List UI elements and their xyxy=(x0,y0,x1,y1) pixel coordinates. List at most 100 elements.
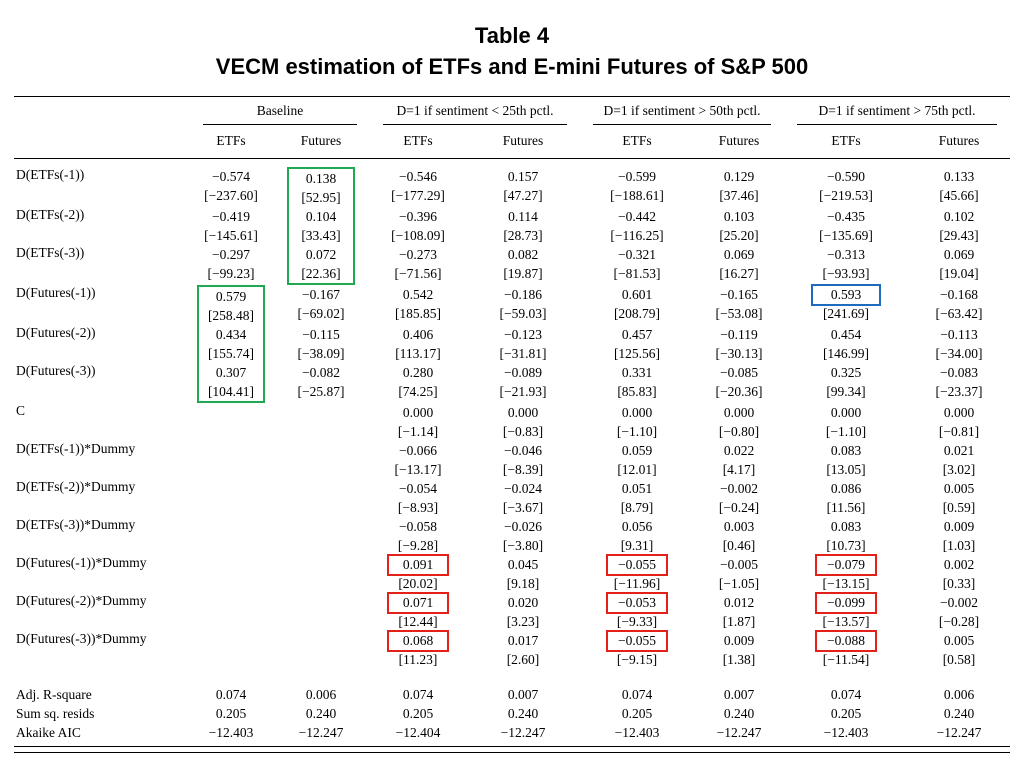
table-cell: −0.055 [−11.96] xyxy=(580,554,694,593)
t-stat: [−71.56] xyxy=(394,266,442,281)
corner-cell xyxy=(14,125,190,159)
t-stat: [113.17] xyxy=(395,346,441,361)
blue-highlighted-value: 0.593 xyxy=(811,284,881,306)
table-cell: 0.083 [10.73] xyxy=(784,517,908,555)
t-stat: [19.87] xyxy=(503,266,543,281)
table-cell: −0.079 [−13.15] xyxy=(784,554,908,593)
table-cell: −0.396 [−108.09] xyxy=(370,207,466,245)
table-cell: −0.058 [−9.28] xyxy=(370,517,466,555)
t-stat: [74.25] xyxy=(398,384,438,399)
table-cell xyxy=(190,555,272,593)
t-stat: [−13.17] xyxy=(394,462,442,477)
t-stat: [−9.28] xyxy=(397,538,439,553)
row-label: D(ETFs(-2)) xyxy=(16,207,85,222)
t-stat: [85.83] xyxy=(617,384,657,399)
t-stat: [−13.15] xyxy=(822,576,870,591)
coef-value: 0.056 xyxy=(621,519,653,534)
table-cell: 0.091 [20.02] xyxy=(370,554,466,593)
coef-value: 0.083 xyxy=(830,519,862,534)
table-cell: −0.435 [−135.69] xyxy=(784,207,908,245)
t-stat: [−0.24] xyxy=(718,500,760,515)
t-stat: [−0.81] xyxy=(938,424,980,439)
table-cell: −0.165 [−53.08] xyxy=(694,285,784,325)
table-cell: 0.082 [19.87] xyxy=(466,245,580,285)
t-stat: [25.20] xyxy=(719,228,759,243)
coef-value: 0.601 xyxy=(621,287,653,302)
t-stat: [−53.08] xyxy=(715,306,763,321)
t-stat: [3.23] xyxy=(506,614,540,629)
table-cell: 0.542 [185.85] xyxy=(370,285,466,325)
red-highlighted-value: −0.055 xyxy=(606,630,668,652)
row-label: D(Futures(-3))*Dummy xyxy=(16,631,147,646)
coef-value: 0.045 xyxy=(507,557,539,572)
coef-value: 0.000 xyxy=(830,405,862,420)
group-header: D=1 if sentiment > 75th pctl. xyxy=(784,97,1010,125)
stat-value: 0.205 xyxy=(215,706,247,721)
t-stat: [−219.53] xyxy=(819,188,873,203)
t-stat: [1.03] xyxy=(942,538,976,553)
coef-value: −0.165 xyxy=(720,287,758,302)
table-row: D(ETFs(-1)) −0.574 [−237.60] 0.138 [52.95] −0… xyxy=(14,159,1010,207)
coef-value: 0.307 xyxy=(215,365,247,380)
stat-value: −12.247 xyxy=(466,723,580,747)
table-cell: −0.419 [−145.61] xyxy=(190,207,272,245)
t-stat: [−9.33] xyxy=(616,614,658,629)
coef-value: 0.059 xyxy=(621,443,653,458)
coef-value: 0.579 xyxy=(215,289,247,304)
table-cell: 0.000 [−0.83] xyxy=(466,403,580,441)
coef-value: 0.114 xyxy=(508,209,538,224)
coef-value: 0.157 xyxy=(507,169,539,184)
coef-value: −0.066 xyxy=(399,443,437,458)
table-cell: 0.579 [258.48] xyxy=(190,285,272,325)
t-stat: [−99.23] xyxy=(207,266,255,281)
red-highlighted-value: −0.088 xyxy=(815,630,877,652)
coef-value: −0.599 xyxy=(618,169,656,184)
table-row: D(Futures(-3))*Dummy 0.068 [11.23] 0.017 [2.… xyxy=(14,630,1010,669)
red-highlighted-value: 0.071 xyxy=(387,592,449,614)
coef-value: −0.297 xyxy=(212,247,250,262)
t-stat: [−59.03] xyxy=(499,306,547,321)
t-stat: [−1.10] xyxy=(825,424,867,439)
coef-value: 0.069 xyxy=(723,247,755,262)
t-stat: [104.41] xyxy=(207,384,255,399)
table-cell: 0.005 [0.59] xyxy=(908,479,1010,517)
table-cell xyxy=(272,555,370,593)
table-cell: −0.002 [−0.24] xyxy=(694,479,784,517)
table-cell: −0.066 [−13.17] xyxy=(370,441,466,479)
table-cell: 0.051 [8.79] xyxy=(580,479,694,517)
column-header: Futures xyxy=(272,125,370,159)
coef-value: 0.454 xyxy=(830,327,862,342)
table-cell: 0.307 [104.41] xyxy=(190,363,272,403)
t-stat: [3.02] xyxy=(942,462,976,477)
row-label: D(Futures(-3)) xyxy=(16,363,96,378)
table-cell: 0.069 [19.04] xyxy=(908,245,1010,285)
table-cell xyxy=(272,631,370,669)
coef-value: 0.103 xyxy=(723,209,755,224)
green-highlight-box: 0.138 [52.95] xyxy=(287,167,355,207)
table-cell: 0.593 [241.69] xyxy=(784,284,908,325)
coef-value: 0.017 xyxy=(507,633,539,648)
row-label: D(ETFs(-2))*Dummy xyxy=(16,479,136,494)
green-highlight-box: 0.434 [155.74] xyxy=(197,325,265,363)
table-cell: −0.083 [−23.37] xyxy=(908,363,1010,403)
table-cell: −0.053 [−9.33] xyxy=(580,592,694,631)
table-cell xyxy=(272,403,370,441)
t-stat: [−1.14] xyxy=(397,424,439,439)
stat-value: 0.240 xyxy=(943,706,975,721)
table-cell: 0.056 [9.31] xyxy=(580,517,694,555)
t-stat: [2.60] xyxy=(506,652,540,667)
t-stat: [−1.10] xyxy=(616,424,658,439)
table-row: D(ETFs(-2))*Dummy −0.054 [−8.93] −0.024 [−3.… xyxy=(14,479,1010,517)
table-cell: 0.021 [3.02] xyxy=(908,441,1010,479)
table-cell: −0.046 [−8.39] xyxy=(466,441,580,479)
coef-value: −0.123 xyxy=(504,327,542,342)
coef-value: 0.005 xyxy=(943,633,975,648)
row-label: Akaike AIC xyxy=(14,723,190,747)
stat-value: 0.006 xyxy=(305,687,337,702)
coef-value: 0.325 xyxy=(830,365,862,380)
coef-value: −0.115 xyxy=(302,327,340,342)
stat-value: 0.205 xyxy=(402,706,434,721)
table-cell: 0.000 [−1.10] xyxy=(580,403,694,441)
t-stat: [11.23] xyxy=(398,652,438,667)
stats-row: Sum sq. resids 0.205 0.240 0.205 0.240 0.205 0… xyxy=(14,704,1010,723)
